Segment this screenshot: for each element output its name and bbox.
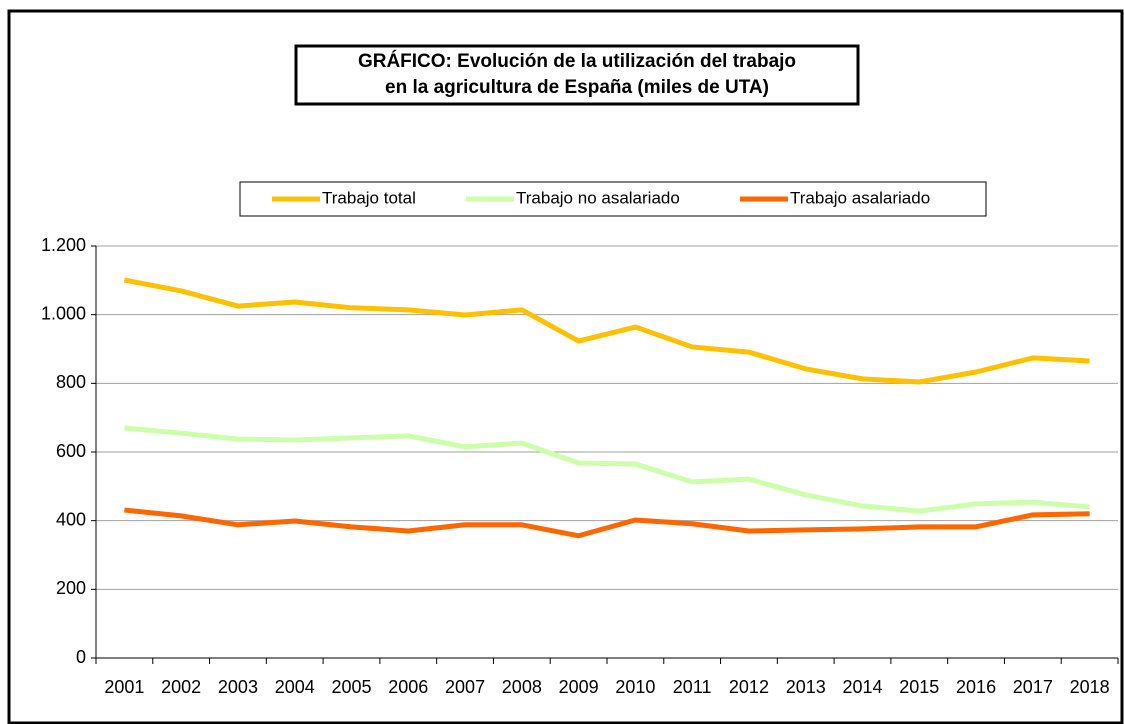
y-tick-label: 1.000 [41, 303, 86, 323]
series-line [124, 507, 1090, 539]
x-tick-label: 2014 [842, 677, 882, 697]
title-box [294, 44, 860, 106]
x-tick-label: 2001 [104, 677, 144, 697]
legend-label: Trabajo total [322, 188, 416, 207]
x-tick-label: 2002 [161, 677, 201, 697]
y-tick-label: 600 [56, 441, 86, 461]
y-tick-label: 800 [56, 372, 86, 392]
x-tick-label: 2004 [275, 677, 315, 697]
x-tick-label: 2005 [331, 677, 371, 697]
y-tick-label: 0 [76, 647, 86, 667]
x-tick-label: 2013 [786, 677, 826, 697]
x-tick-label: 2012 [729, 677, 769, 697]
chart-frame [7, 9, 1124, 724]
x-tick-label: 2018 [1070, 677, 1110, 697]
chart-title: GRÁFICO: Evolución de la utilización del… [358, 50, 796, 72]
x-tick-label: 2009 [559, 677, 599, 697]
legend-label: Trabajo no asalariado [516, 188, 680, 207]
y-tick-label: 400 [56, 509, 86, 529]
legend-label: Trabajo asalariado [790, 188, 930, 207]
chart-title: en la agricultura de España (miles de UT… [385, 77, 769, 98]
x-tick-label: 2017 [1013, 677, 1053, 697]
x-tick-label: 2006 [388, 677, 428, 697]
series-line [123, 277, 1090, 385]
x-tick-label: 2016 [956, 677, 996, 697]
x-tick-label: 2003 [218, 677, 258, 697]
y-tick-label: 200 [56, 578, 86, 598]
legend-box [239, 181, 987, 217]
x-tick-label: 2007 [445, 677, 485, 697]
x-tick-label: 2015 [899, 677, 939, 697]
x-tick-label: 2010 [615, 677, 655, 697]
x-tick-label: 2008 [502, 677, 542, 697]
y-tick-label: 1.200 [41, 235, 86, 255]
x-tick-label: 2011 [673, 677, 712, 697]
series-line [124, 425, 1090, 514]
